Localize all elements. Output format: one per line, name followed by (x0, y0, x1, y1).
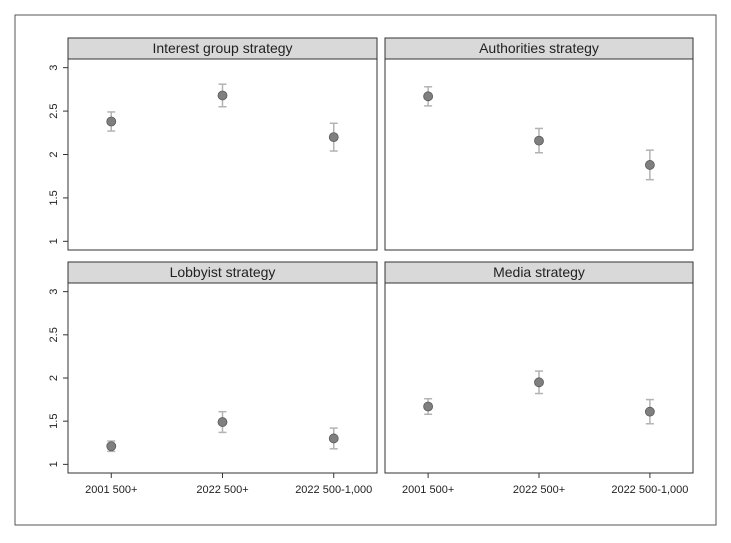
point (328, 132, 339, 143)
y-tick-label: 1.5 (48, 190, 60, 205)
panel-title: Authorities strategy (479, 40, 599, 56)
y-tick-label: 1 (48, 238, 60, 244)
y-tick-label: 1.5 (48, 414, 60, 429)
x-tick-label: 2022 500+ (513, 484, 565, 496)
point (423, 401, 434, 412)
panel-title: Media strategy (493, 264, 585, 280)
point (106, 441, 117, 452)
panel-title: Interest group strategy (152, 40, 292, 56)
point (644, 160, 655, 170)
point (644, 406, 655, 417)
point (106, 116, 117, 127)
panel-title: Lobbyist strategy (170, 264, 276, 280)
y-tick-label: 3 (48, 289, 60, 295)
point (534, 377, 544, 388)
x-tick-label: 2022 500-1,000 (611, 484, 688, 496)
y-tick-label: 2 (48, 151, 60, 157)
plot-area (384, 58, 694, 251)
y-tick-label: 2.5 (48, 327, 60, 342)
y-tick-label: 2 (48, 375, 60, 381)
x-tick-label: 2022 500-1,000 (295, 484, 372, 496)
point (534, 135, 544, 146)
y-tick-label: 2.5 (48, 103, 60, 118)
point (423, 91, 434, 102)
x-tick-label: 2001 500+ (402, 484, 454, 496)
x-tick-label: 2022 500+ (196, 484, 248, 496)
point (217, 417, 228, 427)
y-tick-label: 1 (48, 461, 60, 467)
point (328, 433, 339, 444)
x-tick-label: 2001 500+ (85, 484, 137, 496)
y-tick-label: 3 (48, 65, 60, 71)
point (217, 90, 228, 101)
